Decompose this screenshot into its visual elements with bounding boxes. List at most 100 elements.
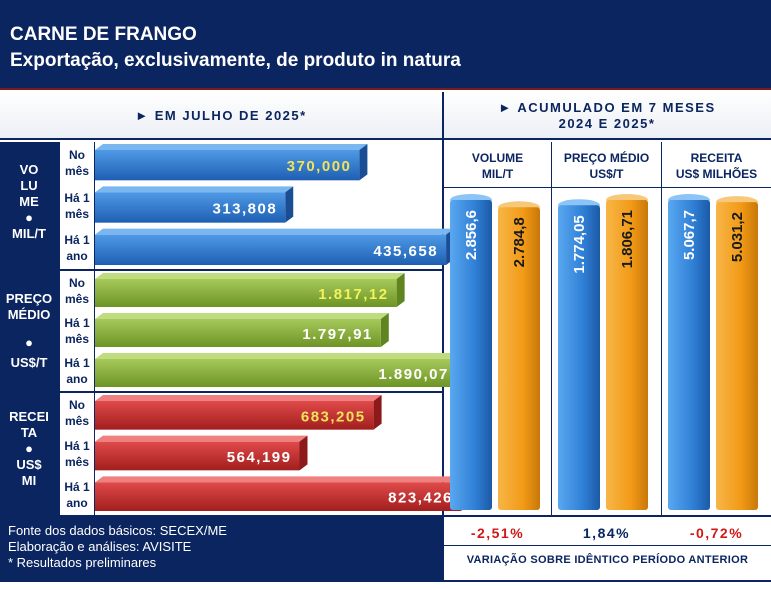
hbar-top xyxy=(95,476,469,483)
divider xyxy=(443,187,771,188)
hbar: 1.890,07 xyxy=(95,353,465,387)
row-label: Há 1 mês xyxy=(64,316,90,346)
divider xyxy=(0,391,442,393)
vbar: 5.067,7 xyxy=(668,194,710,510)
divider xyxy=(442,92,444,580)
footer-analysis: Elaboração e análises: AVISITE xyxy=(8,539,192,554)
right-header-line2: 2024 E 2025* xyxy=(558,116,656,131)
divider xyxy=(0,580,771,582)
row-label: No mês xyxy=(64,148,90,179)
hbar-value-label: 1.797,91 xyxy=(302,326,372,343)
hbar-front xyxy=(95,441,300,471)
hbar-value-label: 435,658 xyxy=(373,243,438,260)
row-label: Há 1 mês xyxy=(64,439,90,469)
hbar-side xyxy=(373,395,382,430)
vbar: 1.774,05 xyxy=(558,199,600,511)
hbar: 683,205 xyxy=(95,395,382,430)
side-label-price: PREÇO MÉDIO ● US$/T xyxy=(0,271,58,391)
hbar-side xyxy=(396,273,405,307)
hbar-front xyxy=(95,150,360,181)
hbar-value-label: 564,199 xyxy=(227,449,292,466)
hbar-side xyxy=(285,186,294,223)
hbar: 370,000 xyxy=(95,144,368,181)
row-label: No mês xyxy=(64,276,90,306)
hbar: 823,426 xyxy=(95,476,469,511)
footer-notes: Fonte dos dados básicos: SECEX/ME Elabor… xyxy=(0,517,442,580)
hbar-side xyxy=(299,435,308,471)
hbar-front xyxy=(95,482,461,511)
row-label: Há 1 mês xyxy=(64,190,90,221)
hbar-value-label: 1.817,12 xyxy=(318,286,388,303)
hbar-side xyxy=(359,144,368,181)
vbar-value-label: 1.806,71 xyxy=(619,210,636,268)
divider xyxy=(94,142,95,516)
variation-label: VARIAÇÃO SOBRE IDÊNTICO PERÍODO ANTERIOR xyxy=(466,554,749,566)
row-label: Há 1 ano xyxy=(64,479,90,510)
right-header-line1: ► ACUMULADO EM 7 MESES xyxy=(498,100,716,115)
vbar: 2.856,6 xyxy=(450,194,492,510)
vbar-body xyxy=(668,200,710,510)
vbar-value-label: 2.856,6 xyxy=(463,210,480,260)
hbar-top xyxy=(95,353,465,359)
row-label: No mês xyxy=(64,398,90,429)
hbar-top xyxy=(95,313,389,319)
side-label-revenue: RECEI TA ● US$ MI xyxy=(0,393,58,515)
hbar-front xyxy=(95,192,286,223)
divider xyxy=(0,515,771,517)
vbar-body xyxy=(716,202,758,510)
row-label: Há 1 ano xyxy=(64,232,90,263)
vbar-body xyxy=(606,200,648,510)
left-section-header: ► EM JULHO DE 2025* xyxy=(0,92,442,140)
divider xyxy=(58,142,60,516)
hbar-value-label: 313,808 xyxy=(212,201,277,218)
hbar-top xyxy=(95,395,382,401)
vbar: 5.031,2 xyxy=(716,196,758,510)
hbar-value-label: 823,426 xyxy=(388,490,453,507)
col-header-volume: VOLUME MIL/T xyxy=(471,151,524,181)
footer-source: Fonte dos dados básicos: SECEX/ME xyxy=(8,523,227,538)
hbar-value-label: 370,000 xyxy=(287,158,352,175)
change-revenue: -0,72% xyxy=(689,525,744,541)
hbar-side xyxy=(380,313,389,347)
hbar-front xyxy=(95,319,381,347)
vbar-body xyxy=(498,207,540,510)
right-section-header: ► ACUMULADO EM 7 MESES 2024 E 2025* xyxy=(443,92,771,140)
col-header-price: PREÇO MÉDIO US$/T xyxy=(563,151,650,181)
hbar: 313,808 xyxy=(95,186,294,223)
hbar-top xyxy=(95,144,368,150)
hbar-front xyxy=(95,234,447,265)
divider xyxy=(443,545,771,546)
hbar-top xyxy=(95,273,405,279)
vbar-value-label: 1.774,05 xyxy=(571,215,588,273)
hbar: 435,658 xyxy=(95,228,455,265)
footer-preliminary: * Resultados preliminares xyxy=(8,555,157,570)
row-label: Há 1 ano xyxy=(64,356,90,386)
change-price: 1,84% xyxy=(582,525,631,541)
page-subtitle: Exportação, exclusivamente, de produto i… xyxy=(10,50,461,71)
divider xyxy=(551,142,552,516)
side-label-volume: VO LU ME ● MIL/T xyxy=(0,142,58,269)
hbar-front xyxy=(95,359,457,387)
divider xyxy=(661,142,662,516)
hbar: 1.817,12 xyxy=(95,273,405,307)
vbar: 2.784,8 xyxy=(498,201,540,510)
vbar: 1.806,71 xyxy=(606,194,648,510)
hbar-top xyxy=(95,228,455,235)
hbar-value-label: 1.890,07 xyxy=(378,366,448,383)
hbar: 564,199 xyxy=(95,435,308,471)
vbar-body xyxy=(558,205,600,511)
vbar-value-label: 5.067,7 xyxy=(681,210,698,260)
title-box: CARNE DE FRANGO Exportação, exclusivamen… xyxy=(0,0,771,90)
hbar-front xyxy=(95,279,397,307)
col-header-revenue: RECEITA US$ MILHÕES xyxy=(675,151,758,181)
page-title: CARNE DE FRANGO xyxy=(10,24,197,45)
hbar-top xyxy=(95,186,294,193)
divider xyxy=(0,269,442,271)
vbar-value-label: 5.031,2 xyxy=(729,212,746,262)
vbar-value-label: 2.784,8 xyxy=(511,217,528,267)
vbar-body xyxy=(450,200,492,510)
hbar: 1.797,91 xyxy=(95,313,389,347)
hbar-top xyxy=(95,435,308,442)
hbar-front xyxy=(95,401,374,430)
